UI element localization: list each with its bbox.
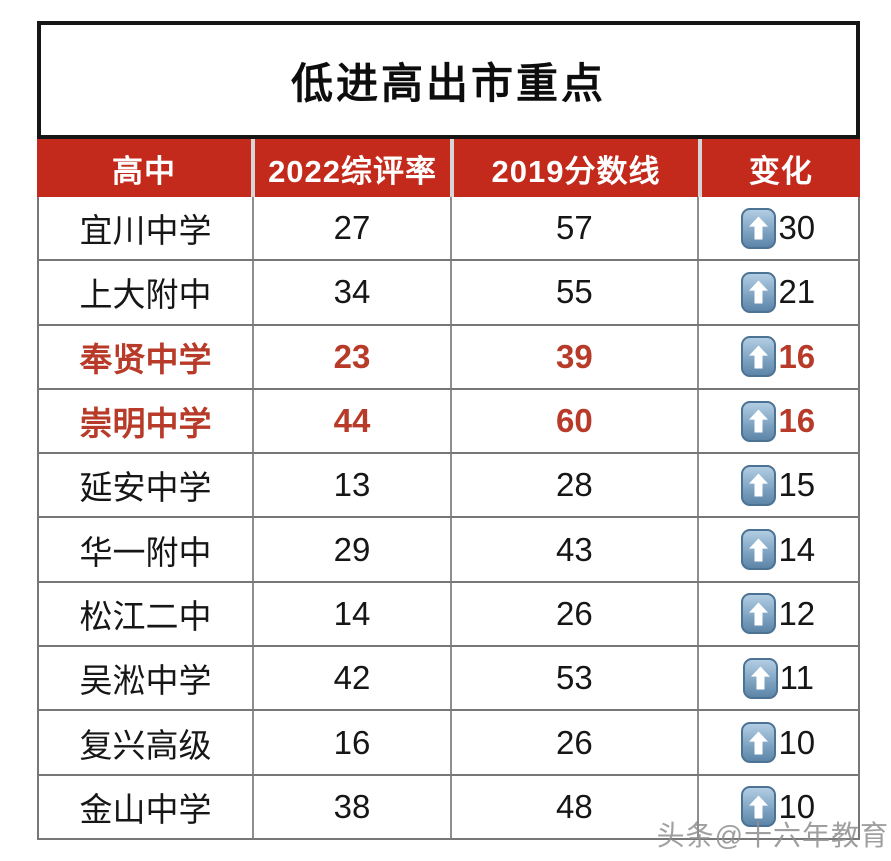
- line-2019-value: 28: [450, 454, 697, 517]
- school-name: 宜川中学: [79, 212, 212, 250]
- change-value: 16: [778, 337, 816, 375]
- change-value: 12: [778, 594, 816, 632]
- table-header-row: 高中 2022综评率 2019分数线 变化: [37, 139, 860, 197]
- score-table: 低进高出市重点 高中 2022综评率 2019分数线 变化 宜川中学 27 57…: [37, 21, 860, 840]
- up-arrow-icon: [741, 786, 777, 828]
- line-2019-value: 26: [450, 582, 697, 646]
- change-value: 10: [778, 787, 816, 825]
- rate-2022-value: 34: [251, 261, 450, 324]
- line-2019-value: 39: [450, 325, 697, 388]
- change-cell: 10: [696, 711, 858, 774]
- watermark: 头条@十六年教育: [656, 820, 889, 851]
- change-cell: 16: [696, 389, 858, 453]
- change-cell: 11: [696, 647, 858, 710]
- rate-2022-value: 38: [251, 775, 450, 838]
- line-2019-value: 57: [450, 197, 697, 260]
- change-cell: 16: [696, 325, 858, 388]
- change-value: 16: [778, 402, 816, 440]
- table-title-band: 低进高出市重点: [37, 21, 860, 139]
- table-row: 延安中学 13 28 15: [39, 454, 858, 519]
- change-value: 21: [778, 273, 816, 311]
- rate-2022-value: 42: [251, 647, 450, 710]
- up-arrow-icon: [741, 464, 777, 506]
- school-name: 吴淞中学: [79, 662, 212, 700]
- table-row: 复兴高级 16 26 10: [39, 711, 858, 776]
- rate-2022-value: 27: [251, 197, 450, 260]
- up-arrow-icon: [741, 593, 777, 635]
- rate-2022-value: 13: [251, 454, 450, 517]
- rate-2022-value: 14: [251, 582, 450, 646]
- change-cell: 14: [696, 518, 858, 581]
- change-cell: 15: [696, 454, 858, 517]
- change-value: 30: [778, 209, 816, 247]
- change-value: 14: [778, 530, 816, 568]
- school-name: 金山中学: [79, 790, 212, 828]
- school-name: 奉贤中学: [79, 340, 212, 378]
- rate-2022-value: 23: [251, 325, 450, 388]
- table-row: 崇明中学 44 60 16: [39, 389, 858, 455]
- table-row: 吴淞中学 42 53 11: [39, 647, 858, 712]
- change-value: 11: [779, 659, 814, 697]
- line-2019-value: 48: [450, 775, 697, 838]
- school-name: 崇明中学: [79, 405, 212, 443]
- rate-2022-value: 16: [251, 711, 450, 774]
- change-value: 15: [778, 466, 816, 504]
- table-row: 金山中学 38 48 10: [39, 775, 858, 840]
- school-name: 复兴高级: [79, 726, 212, 764]
- school-name: 华一附中: [79, 533, 212, 571]
- table-row: 奉贤中学 23 39 16: [39, 325, 858, 390]
- up-arrow-icon: [741, 400, 777, 442]
- up-arrow-icon: [741, 207, 777, 249]
- column-header-rate-2022: 2022综评率: [250, 139, 450, 197]
- table-row: 华一附中 29 43 14: [39, 518, 858, 583]
- page-title: 低进高出市重点: [290, 59, 606, 107]
- school-name: 上大附中: [79, 276, 212, 314]
- column-header-school: 高中: [111, 153, 176, 189]
- table-row: 上大附中 34 55 21: [39, 261, 858, 326]
- table-body: 宜川中学 27 57 30 上大附中 34 55 21 奉贤中学 23: [37, 197, 860, 840]
- column-header-change: 变化: [697, 139, 860, 197]
- rate-2022-value: 29: [251, 518, 450, 581]
- up-arrow-icon: [742, 657, 778, 699]
- line-2019-value: 53: [450, 647, 697, 710]
- line-2019-value: 26: [450, 711, 697, 774]
- up-arrow-icon: [741, 336, 777, 378]
- line-2019-value: 55: [450, 261, 697, 324]
- up-arrow-icon: [741, 529, 777, 571]
- line-2019-value: 60: [450, 389, 697, 453]
- line-2019-value: 43: [450, 518, 697, 581]
- change-value: 10: [778, 723, 816, 761]
- school-name: 松江二中: [79, 597, 212, 635]
- column-header-line-2019: 2019分数线: [450, 139, 698, 197]
- change-cell: 21: [696, 261, 858, 324]
- up-arrow-icon: [741, 271, 777, 313]
- rate-2022-value: 44: [251, 389, 450, 453]
- change-cell: 30: [696, 197, 858, 260]
- change-cell: 12: [696, 582, 858, 646]
- up-arrow-icon: [741, 722, 777, 764]
- table-row: 宜川中学 27 57 30: [39, 197, 858, 262]
- school-name: 延安中学: [79, 469, 212, 507]
- table-row: 松江二中 14 26 12: [39, 582, 858, 648]
- change-cell: 10: [696, 775, 858, 838]
